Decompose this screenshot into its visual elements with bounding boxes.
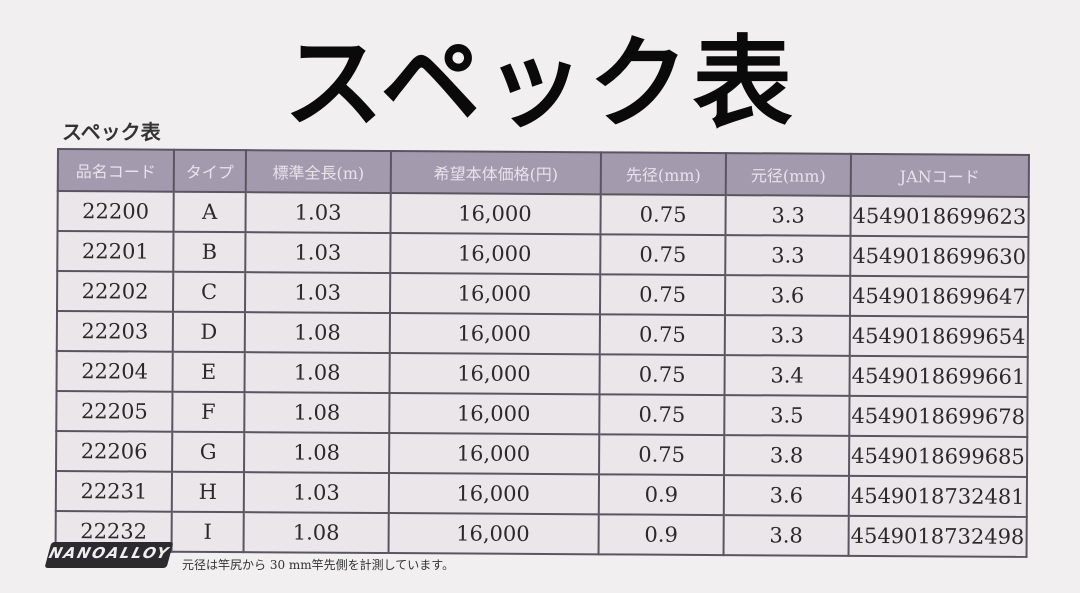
cell-price: 16,000 bbox=[388, 513, 599, 555]
cell-length: 1.08 bbox=[244, 352, 390, 394]
cell-price: 16,000 bbox=[389, 353, 600, 395]
cell-tip: 0.75 bbox=[600, 234, 726, 276]
cell-length: 1.08 bbox=[244, 312, 390, 354]
table-row: 22232 I 1.08 16,000 0.9 3.8 4549018732498 bbox=[55, 510, 1027, 557]
table-row: 22206 G 1.08 16,000 0.75 3.8 4549018699685 bbox=[56, 431, 1027, 477]
cell-type: D bbox=[172, 311, 246, 353]
footnote: 元径は竿尻から 30 mm竿先側を計測しています。 bbox=[182, 558, 455, 572]
table-row: 22203 D 1.08 16,000 0.75 3.3 4549018699654 bbox=[56, 311, 1028, 357]
cell-jan: 4549018699661 bbox=[849, 355, 1028, 397]
cell-tip: 0.9 bbox=[598, 474, 725, 516]
cell-type: E bbox=[172, 351, 245, 393]
header-butt: 元径(mm) bbox=[725, 153, 851, 196]
cell-tip: 0.9 bbox=[598, 514, 724, 556]
header-price: 希望本体価格(円) bbox=[390, 151, 601, 195]
table-row: 22202 C 1.03 16,000 0.75 3.6 4549018699647 bbox=[57, 271, 1028, 317]
cell-butt: 3.6 bbox=[723, 475, 850, 516]
cell-code: 22203 bbox=[56, 311, 174, 352]
cell-jan: 4549018699685 bbox=[849, 435, 1027, 477]
cell-length: 1.03 bbox=[245, 192, 391, 234]
cell-butt: 3.3 bbox=[725, 195, 851, 236]
page-title: スペック表 bbox=[283, 25, 797, 142]
cell-type: A bbox=[173, 191, 246, 233]
cell-type: H bbox=[171, 471, 245, 513]
cell-length: 1.03 bbox=[245, 232, 391, 274]
table-row: 22231 H 1.03 16,000 0.9 3.6 4549018732481 bbox=[55, 471, 1027, 517]
cell-type: F bbox=[172, 391, 245, 433]
table-row: 22205 F 1.08 16,000 0.75 3.5 4549018699678 bbox=[56, 391, 1028, 437]
cell-price: 16,000 bbox=[389, 393, 600, 435]
cell-jan: 4549018699678 bbox=[849, 395, 1028, 437]
cell-butt: 3.8 bbox=[723, 515, 849, 556]
table-row: 22200 A 1.03 16,000 0.75 3.3 4549018699623 bbox=[57, 191, 1029, 237]
table-row: 22204 E 1.08 16,000 0.75 3.4 4549018699661 bbox=[56, 351, 1028, 397]
table-caption: スペック表 bbox=[62, 120, 161, 144]
cell-butt: 3.4 bbox=[724, 355, 850, 396]
cell-code: 22202 bbox=[57, 271, 174, 312]
cell-length: 1.03 bbox=[245, 272, 391, 314]
header-tip: 先径(mm) bbox=[600, 152, 726, 196]
cell-code: 22200 bbox=[57, 191, 174, 232]
cell-tip: 0.75 bbox=[599, 274, 726, 316]
cell-butt: 3.8 bbox=[724, 435, 850, 476]
cell-butt: 3.6 bbox=[724, 275, 851, 316]
cell-length: 1.08 bbox=[243, 512, 389, 554]
cell-price: 16,000 bbox=[389, 273, 601, 315]
header-length: 標準全長(m) bbox=[245, 150, 391, 194]
cell-code: 22201 bbox=[57, 231, 174, 272]
cell-price: 16,000 bbox=[388, 473, 600, 515]
cell-butt: 3.5 bbox=[724, 395, 850, 436]
cell-code: 22204 bbox=[56, 351, 173, 392]
cell-butt: 3.3 bbox=[725, 235, 851, 276]
spec-table: 品名コード タイプ 標準全長(m) 希望本体価格(円) 先径(mm) 元径(mm… bbox=[55, 148, 1030, 558]
header-jan: JANコード bbox=[850, 153, 1029, 197]
cell-jan: 4549018699647 bbox=[849, 275, 1028, 317]
cell-jan: 4549018699623 bbox=[850, 195, 1029, 237]
cell-tip: 0.75 bbox=[599, 354, 725, 396]
cell-type: I bbox=[171, 511, 244, 553]
cell-length: 1.03 bbox=[243, 472, 390, 514]
cell-butt: 3.3 bbox=[724, 315, 850, 356]
cell-tip: 0.75 bbox=[600, 194, 726, 236]
cell-price: 16,000 bbox=[390, 233, 601, 275]
cell-jan: 4549018732498 bbox=[848, 515, 1027, 557]
table-row: 22201 B 1.03 16,000 0.75 3.3 4549018699630 bbox=[57, 231, 1029, 277]
cell-price: 16,000 bbox=[389, 433, 600, 475]
cell-jan: 4549018699654 bbox=[849, 315, 1028, 357]
cell-tip: 0.75 bbox=[599, 434, 725, 476]
cell-code: 22206 bbox=[56, 431, 173, 472]
cell-tip: 0.75 bbox=[599, 314, 725, 356]
cell-tip: 0.75 bbox=[599, 394, 725, 436]
cell-code: 22231 bbox=[55, 471, 173, 512]
header-type: タイプ bbox=[173, 149, 246, 193]
header-code: 品名コード bbox=[57, 149, 174, 192]
cell-jan: 4549018699630 bbox=[850, 235, 1029, 277]
cell-code: 22205 bbox=[56, 391, 173, 432]
nanoalloy-logo: NANOALLOY bbox=[44, 542, 174, 568]
cell-price: 16,000 bbox=[390, 193, 601, 235]
cell-jan: 4549018732481 bbox=[848, 475, 1027, 517]
cell-length: 1.08 bbox=[244, 432, 390, 474]
cell-length: 1.08 bbox=[244, 392, 390, 434]
cell-price: 16,000 bbox=[389, 313, 600, 355]
cell-type: G bbox=[172, 431, 245, 473]
header-row: 品名コード タイプ 標準全長(m) 希望本体価格(円) 先径(mm) 元径(mm… bbox=[57, 149, 1029, 197]
cell-type: C bbox=[173, 271, 246, 313]
cell-type: B bbox=[173, 231, 246, 273]
